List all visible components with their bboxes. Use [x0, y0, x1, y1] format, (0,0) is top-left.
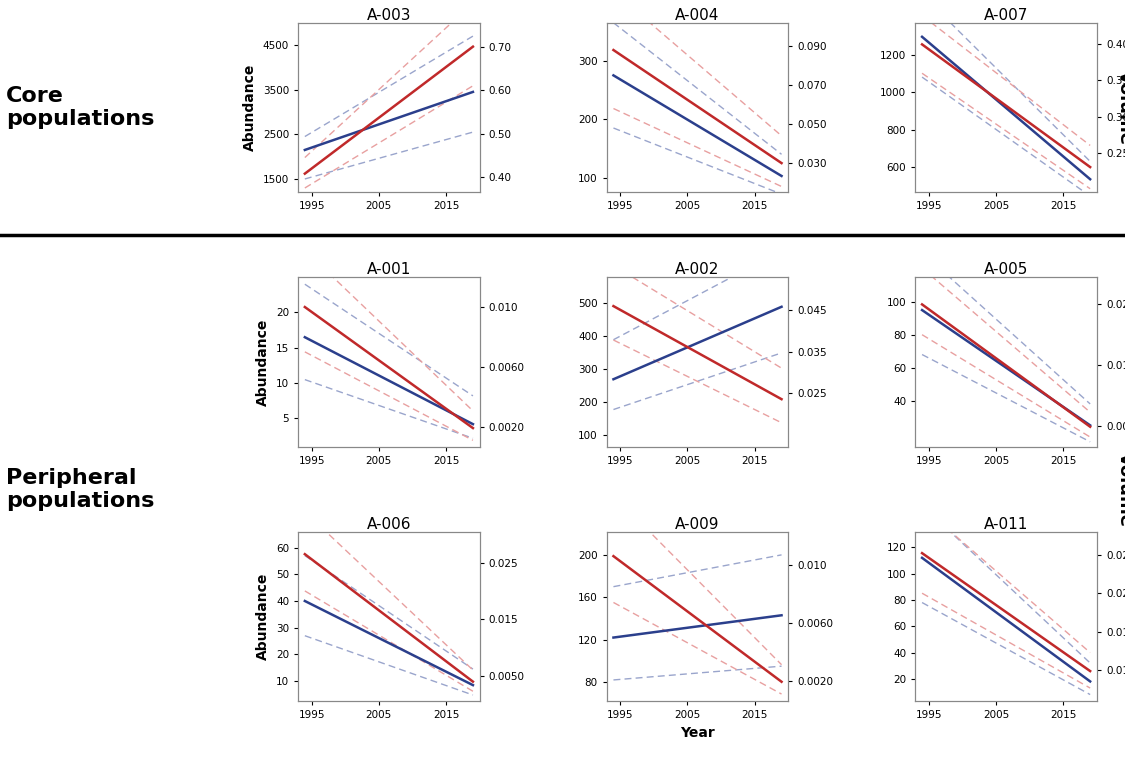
Y-axis label: Abundance: Abundance: [243, 64, 258, 152]
Text: Peripheral
populations: Peripheral populations: [6, 468, 154, 511]
Title: A-009: A-009: [675, 516, 720, 531]
Y-axis label: Abundance: Abundance: [256, 572, 270, 660]
Title: A-007: A-007: [984, 8, 1028, 23]
Text: Core
populations: Core populations: [6, 86, 154, 129]
Title: A-003: A-003: [367, 8, 411, 23]
Title: A-011: A-011: [984, 516, 1028, 531]
X-axis label: Year: Year: [681, 725, 714, 740]
Title: A-002: A-002: [675, 262, 720, 277]
Text: Volume: Volume: [1116, 452, 1125, 527]
Title: A-005: A-005: [984, 262, 1028, 277]
Text: Volume: Volume: [1116, 70, 1125, 145]
Title: A-001: A-001: [367, 262, 411, 277]
Title: A-004: A-004: [675, 8, 720, 23]
Title: A-006: A-006: [367, 516, 411, 531]
Y-axis label: Abundance: Abundance: [256, 318, 270, 406]
